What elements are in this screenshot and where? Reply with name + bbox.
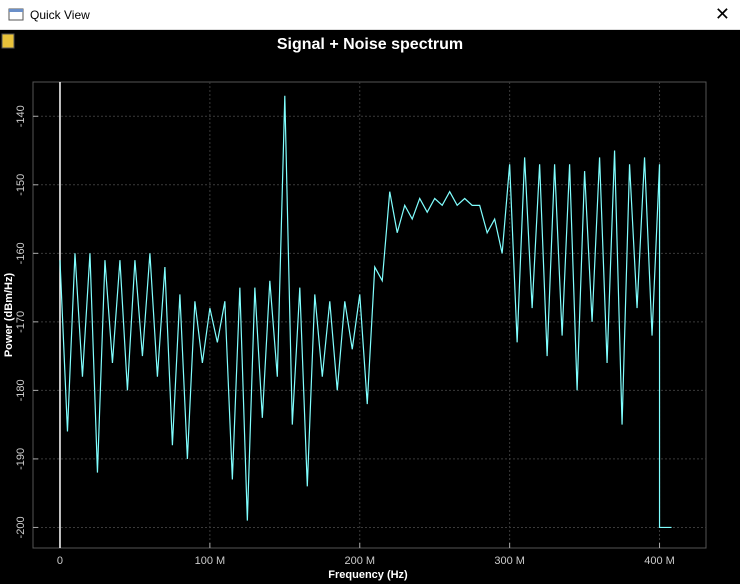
x-tick-label: 300 M <box>494 555 525 567</box>
close-button[interactable]: ✕ <box>714 4 730 24</box>
chart: Signal + Noise spectrum Frequency (Hz) P… <box>0 30 740 584</box>
spectrum-line <box>59 95 672 529</box>
plot-frame <box>32 81 707 549</box>
x-tick-label: 100 M <box>195 555 226 567</box>
y-tick-label: -150 <box>15 174 27 196</box>
x-tick-label: 0 <box>57 555 63 567</box>
y-tick-label: -180 <box>15 379 27 401</box>
window-title: Quick View <box>30 8 90 22</box>
y-tick-label: -200 <box>15 516 27 538</box>
chart-title: Signal + Noise spectrum <box>277 36 463 53</box>
y-tick-label: -170 <box>15 311 27 333</box>
y-tick-label: -190 <box>15 448 27 470</box>
title-bar: Quick View ✕ <box>0 0 740 30</box>
toolbar-icon[interactable] <box>1 33 15 49</box>
chart-background <box>0 30 740 584</box>
x-tick-label: 200 M <box>344 555 375 567</box>
app-icon <box>8 8 24 21</box>
x-tick-label: 400 M <box>644 555 675 567</box>
y-tick-label: -160 <box>15 242 27 264</box>
y-axis-label: Power (dBm/Hz) <box>3 272 15 357</box>
y-tick-label: -140 <box>15 105 27 127</box>
x-axis-label: Frequency (Hz) <box>328 569 408 581</box>
